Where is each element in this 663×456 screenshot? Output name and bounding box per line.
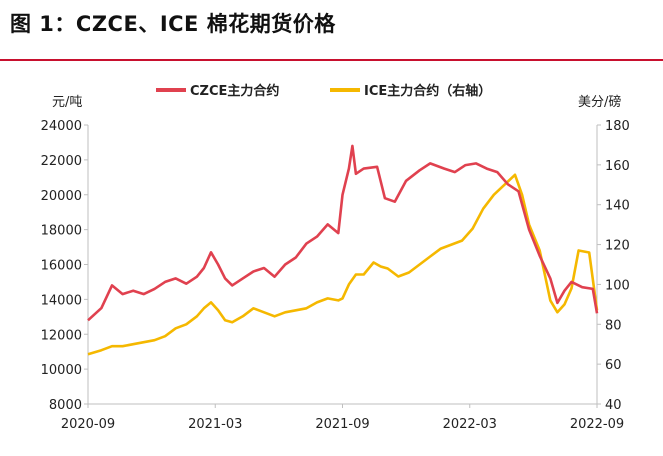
right-axis-tick-label: 180: [605, 119, 630, 134]
legend: CZCE主力合约 ICE主力合约（右轴）: [156, 83, 491, 99]
series-line-ice: [87, 173, 599, 356]
right-axis-unit: 美分/磅: [578, 94, 621, 110]
right-axis-tick-label: 60: [605, 358, 622, 373]
title-divider: [0, 59, 663, 61]
left-axis-tick-label: 20000: [41, 189, 82, 204]
right-axis-tick-label: 160: [605, 159, 630, 174]
right-axis-tick-label: 40: [605, 398, 622, 413]
left-axis-tick-label: 22000: [41, 154, 82, 169]
right-axis-tick-label: 140: [605, 199, 630, 214]
chart-title: 图 1：CZCE、ICE 棉花期货价格: [10, 12, 336, 36]
x-axis-tick-label: 2022-03: [443, 417, 497, 432]
x-axis: 2020-09 2021-03 2021-09 2022-03 2022-09: [61, 403, 624, 432]
left-axis-tick-label: 18000: [41, 224, 82, 239]
left-axis-tick-label: 10000: [41, 363, 82, 378]
x-axis-tick-label: 2022-09: [570, 417, 624, 432]
x-axis-tick-label: 2020-09: [61, 417, 115, 432]
x-axis-tick-label: 2021-03: [188, 417, 242, 432]
series-line-czce: [87, 144, 599, 322]
right-axis-tick-label: 80: [605, 318, 622, 333]
left-axis-tick-label: 12000: [41, 328, 82, 343]
x-axis-tick-label: 2021-09: [315, 417, 369, 432]
left-axis: 8000 10000 12000 14000 16000 18000 20000 22000 2…: [41, 119, 89, 413]
left-axis-tick-label: 14000: [41, 293, 82, 308]
left-axis-tick-label: 24000: [41, 119, 82, 134]
right-axis: 40 60 80 100 120 140 160 180: [596, 119, 630, 413]
left-axis-tick-label: 8000: [49, 398, 82, 413]
series-lines: [87, 144, 599, 356]
legend-label-czce: CZCE主力合约: [190, 83, 279, 99]
left-axis-tick-label: 16000: [41, 259, 82, 274]
left-axis-unit: 元/吨: [52, 95, 82, 110]
right-axis-tick-label: 120: [605, 239, 630, 254]
legend-label-ice: ICE主力合约（右轴）: [364, 83, 491, 99]
right-axis-tick-label: 100: [605, 278, 630, 293]
